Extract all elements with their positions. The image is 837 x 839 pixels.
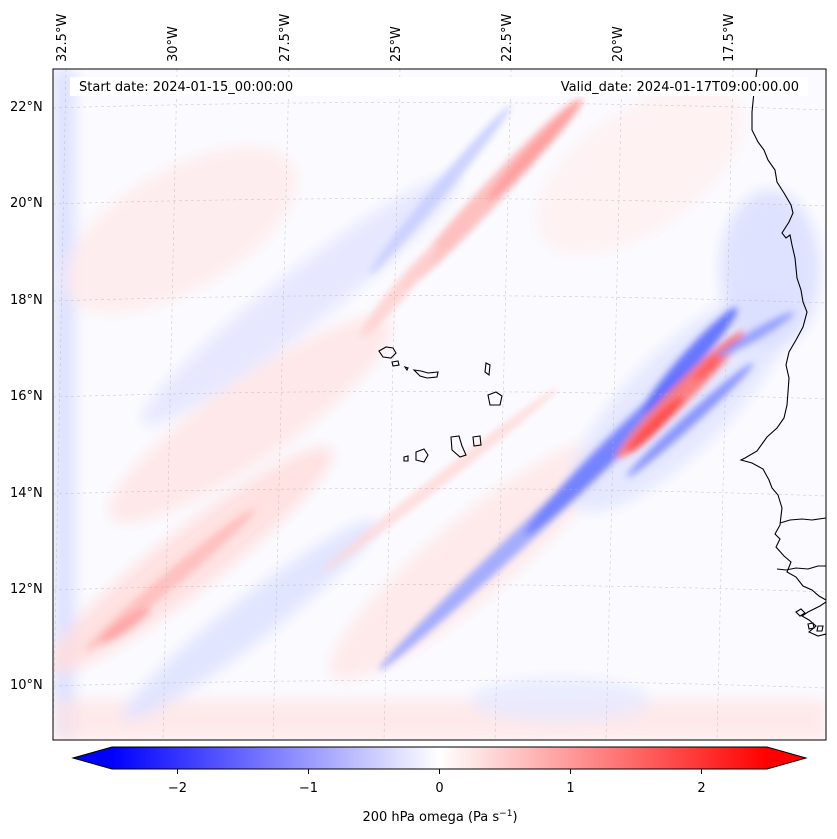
plot-area <box>53 69 826 740</box>
lon-label: 32.5°W <box>55 14 70 62</box>
plot-frame <box>52 68 827 741</box>
colorbar-tick-label: −1 <box>299 781 318 796</box>
latitude-labels: 22°N 20°N 18°N 16°N 14°N 12°N 10°N <box>10 100 43 693</box>
colorbar-label-end: ) <box>512 810 517 825</box>
colorbar-label: 200 hPa omega (Pa s−1) <box>362 809 517 825</box>
valid-date-label: Valid_date: 2024-01-17T09:00:00.00 <box>561 80 799 95</box>
coastline-gambia-inlet <box>779 517 826 524</box>
colorbar-label-exponent: −1 <box>499 809 512 819</box>
lon-label: 27.5°W <box>278 14 293 62</box>
island-sao-vicente <box>391 360 400 367</box>
colorbar-body <box>112 747 767 769</box>
colorbar-label-main: 200 hPa omega (Pa s <box>362 810 499 825</box>
lat-label: 16°N <box>10 389 43 404</box>
lon-label: 20°W <box>611 26 626 62</box>
island-maio <box>472 435 482 447</box>
colorbar: −2 −1 0 1 2 200 hPa omega (Pa s−1) <box>71 746 808 825</box>
colorbar-tick-label: 2 <box>697 781 705 796</box>
island-fogo <box>415 448 429 463</box>
lat-label: 18°N <box>10 293 43 308</box>
colorbar-outline <box>71 746 808 770</box>
coastline-mauritania-senegal <box>739 69 826 601</box>
lat-label: 22°N <box>10 100 43 115</box>
lon-label: 17.5°W <box>722 14 737 62</box>
cape-verde-islands <box>378 346 503 463</box>
lon-label: 30°W <box>166 26 181 62</box>
lat-label: 20°N <box>10 196 43 211</box>
coastline-senegal-estuary <box>776 565 826 571</box>
gridlines <box>53 69 826 740</box>
start-date-label: Start date: 2024-01-15_00:00:00 <box>79 80 293 95</box>
coastline-guinea-bissau <box>800 601 826 637</box>
african-coastline <box>739 69 826 637</box>
header-background <box>70 77 808 96</box>
colorbar-max-extension <box>767 747 806 769</box>
lat-label: 12°N <box>10 582 43 597</box>
island-brava <box>403 455 409 462</box>
colorbar-min-extension <box>73 747 112 769</box>
island-boa-vista <box>487 391 503 406</box>
lon-label: 25°W <box>389 26 404 62</box>
colorbar-tick-label: 0 <box>435 781 443 796</box>
colorbar-tick-label: 1 <box>566 781 574 796</box>
lon-label: 22.5°W <box>500 14 515 62</box>
island-santo-antao <box>378 346 397 359</box>
longitude-labels: 32.5°W 30°W 27.5°W 25°W 22.5°W 20°W 17.5… <box>55 14 737 62</box>
lat-label: 14°N <box>10 486 43 501</box>
colorbar-ticks: −2 −1 0 1 2 <box>168 769 706 796</box>
colorbar-tick-label: −2 <box>168 781 187 796</box>
island-sao-nicolau <box>412 369 439 379</box>
coastline-bissagos-islands <box>795 608 824 632</box>
island-santa-luzia <box>403 365 409 372</box>
omega-bands <box>85 98 795 671</box>
lat-label: 10°N <box>10 678 43 693</box>
island-sal <box>484 362 491 377</box>
island-santiago <box>450 435 467 458</box>
